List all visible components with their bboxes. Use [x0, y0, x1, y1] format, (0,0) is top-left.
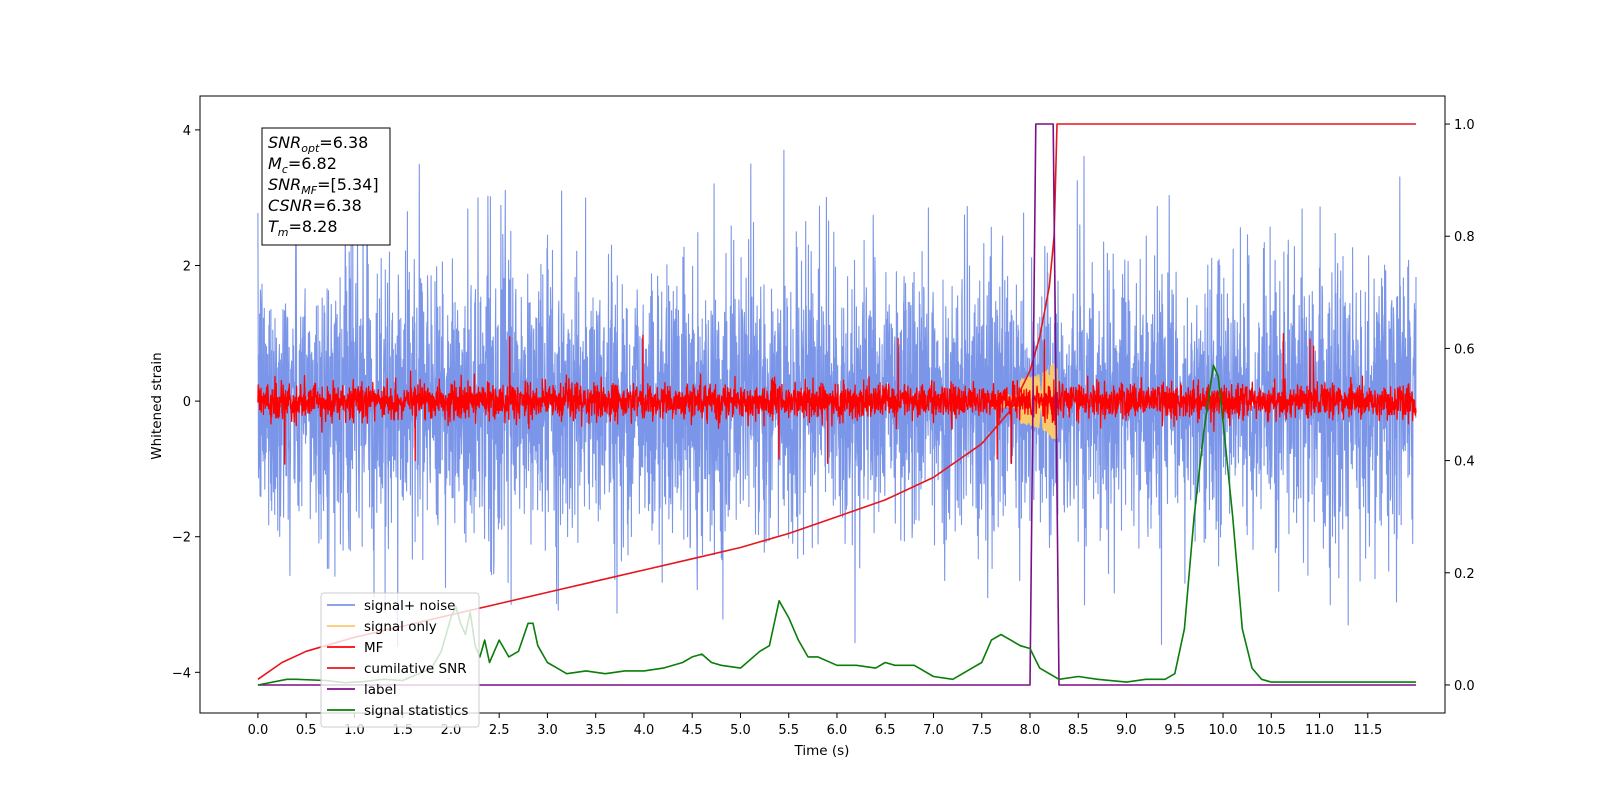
y-right-tick-label: 0.0: [1454, 679, 1475, 694]
x-axis: 0.0 0.5 1.0 1.5 2.0 2.5 3.0 3.5 4.0 4.5 5.0 5.5 6.0 6…: [248, 713, 1382, 738]
x-axis-label: Time (s): [794, 743, 850, 759]
x-tick-label: 8.0: [1020, 723, 1041, 738]
annotation-frame: [261, 127, 391, 246]
legend-entry: cumilative SNR: [364, 661, 467, 677]
x-tick-label: 6.5: [875, 723, 896, 738]
series-label: [257, 123, 1416, 686]
legend-entry: signal statistics: [364, 703, 468, 719]
y-right-tick-label: 0.2: [1454, 567, 1475, 582]
x-tick-label: 10.0: [1209, 723, 1238, 738]
x-tick-label: 4.5: [682, 723, 703, 738]
x-tick-label: 9.0: [1116, 723, 1137, 738]
x-tick-label: 4.0: [634, 723, 655, 738]
x-tick-label: 6.0: [827, 723, 848, 738]
x-tick-label: 5.0: [730, 723, 751, 738]
x-tick-label: 7.5: [971, 723, 992, 738]
legend-entry: label: [364, 682, 397, 698]
y-left-tick-label: 2: [183, 260, 191, 275]
legend-entry: signal+ noise: [364, 598, 455, 614]
annotation-line: CSNR=6.38: [268, 196, 362, 215]
y-left-tick-label: −4: [172, 666, 191, 681]
annotation-line: Tm=8.28: [268, 217, 338, 239]
x-tick-label: 10.5: [1257, 723, 1286, 738]
legend-entry: signal only: [364, 619, 437, 635]
x-tick-label: 9.5: [1164, 723, 1185, 738]
y-axis-right: 0.0 0.2 0.4 0.6 0.8 1.0: [1445, 118, 1475, 694]
y-left-tick-label: 4: [183, 124, 191, 139]
plot-frame: [199, 95, 1446, 714]
legend: signal+ noise signal only MF cumilative SNR…: [320, 592, 480, 728]
legend-entry: MF: [364, 640, 383, 656]
y-axis-left: −4 −2 0 2 4: [172, 124, 200, 681]
x-tick-label: 11.0: [1305, 723, 1334, 738]
x-tick-label: 5.5: [778, 723, 799, 738]
y-axis-label: Whitened strain: [149, 352, 165, 459]
annotation-line: SNRopt=6.38: [268, 133, 368, 155]
annotation-line: SNRMF=[5.34]: [268, 175, 379, 197]
y-right-tick-label: 0.6: [1454, 342, 1475, 357]
y-right-tick-label: 0.4: [1454, 455, 1475, 470]
y-left-tick-label: −2: [172, 531, 191, 546]
legend-frame: [320, 592, 480, 728]
x-tick-label: 0.0: [248, 723, 269, 738]
annotation-line: Mc=6.82: [268, 154, 337, 176]
x-tick-label: 3.0: [537, 723, 558, 738]
y-left-tick-label: 0: [183, 395, 191, 410]
x-tick-label: 11.5: [1353, 723, 1382, 738]
x-tick-label: 7.0: [923, 723, 944, 738]
x-tick-label: 3.5: [585, 723, 606, 738]
x-tick-label: 0.5: [296, 723, 317, 738]
x-tick-label: 8.5: [1068, 723, 1089, 738]
y-right-tick-label: 1.0: [1454, 118, 1475, 133]
x-tick-label: 2.5: [489, 723, 510, 738]
y-right-tick-label: 0.8: [1454, 230, 1475, 245]
series-mf: [257, 333, 1417, 465]
